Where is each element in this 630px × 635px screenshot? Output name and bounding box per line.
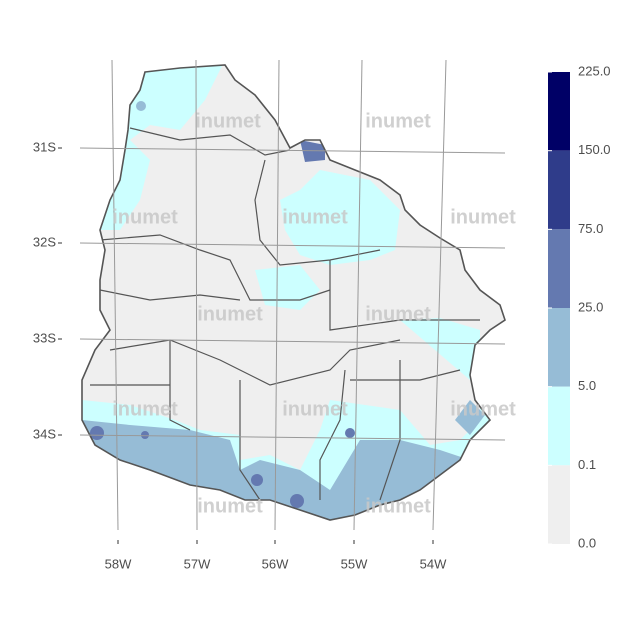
graticule [79, 59, 506, 531]
legend-swatch [548, 465, 570, 544]
y-tick-label: 32S [33, 234, 56, 249]
x-tick-label: 58W [105, 556, 132, 571]
x-tick-label: 55W [341, 556, 368, 571]
watermark: inumet [450, 206, 516, 228]
watermark: inumet [112, 398, 178, 420]
y-tick-label: 34S [33, 426, 56, 441]
legend-label: 75.0 [578, 221, 603, 236]
legend-swatch [548, 72, 570, 151]
legend-label: 0.0 [578, 535, 596, 550]
y-tick-label: 31S [33, 139, 56, 154]
x-tick-label: 56W [262, 556, 289, 571]
land [81, 64, 506, 521]
legend-label: 25.0 [578, 299, 603, 314]
watermark: inumet [197, 303, 263, 325]
x-tick-label: 57W [184, 556, 211, 571]
watermark: inumet [365, 495, 431, 517]
watermark: inumet [282, 206, 348, 228]
watermark: inumet [365, 303, 431, 325]
legend-label: 150.0 [578, 142, 611, 157]
department-borders [90, 127, 480, 501]
legend-label: 0.1 [578, 457, 596, 472]
y-tick-label: 33S [33, 330, 56, 345]
legend: 225.0 150.0 75.0 25.0 5.0 0.1 0.0 [548, 63, 611, 550]
legend-swatch [548, 386, 570, 466]
legend-label: 225.0 [578, 63, 611, 78]
legend-swatch [548, 150, 570, 230]
watermark: inumet [282, 398, 348, 420]
watermark: inumet [365, 110, 431, 132]
axes: 31S 32S 33S 34S 58W 57W 56W 55W 54W [33, 139, 447, 571]
watermark: inumet [195, 110, 261, 132]
legend-swatch [548, 229, 570, 308]
watermark: inumet [112, 206, 178, 228]
watermarks: inumet inumet inumet inumet inumet inumet inum… [112, 110, 516, 517]
legend-label: 5.0 [578, 378, 596, 393]
watermark: inumet [450, 398, 516, 420]
watermark: inumet [197, 495, 263, 517]
legend-swatch [548, 308, 570, 387]
x-tick-label: 54W [420, 556, 447, 571]
